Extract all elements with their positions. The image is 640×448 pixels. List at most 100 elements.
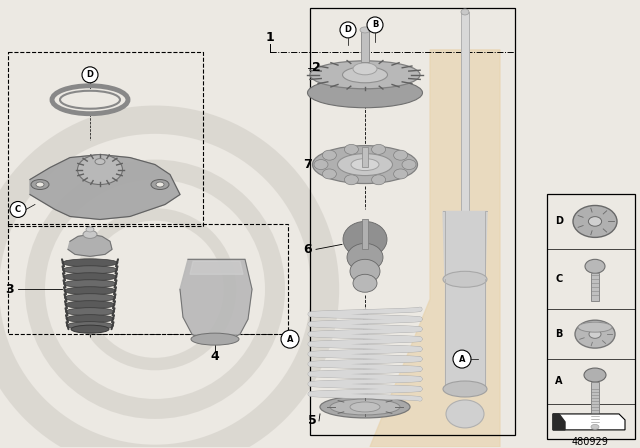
- Circle shape: [340, 22, 356, 38]
- Ellipse shape: [310, 61, 420, 89]
- Circle shape: [281, 330, 299, 348]
- Ellipse shape: [151, 180, 169, 190]
- Polygon shape: [370, 50, 500, 447]
- Ellipse shape: [63, 273, 117, 281]
- Circle shape: [10, 202, 26, 217]
- Ellipse shape: [573, 206, 617, 237]
- Text: A: A: [555, 376, 563, 386]
- Ellipse shape: [323, 150, 337, 160]
- Ellipse shape: [343, 221, 387, 257]
- Ellipse shape: [446, 400, 484, 428]
- Ellipse shape: [36, 182, 44, 187]
- Polygon shape: [443, 211, 487, 279]
- Text: 7: 7: [303, 158, 312, 171]
- Ellipse shape: [591, 424, 599, 429]
- Ellipse shape: [353, 274, 377, 292]
- Ellipse shape: [351, 159, 379, 171]
- Ellipse shape: [372, 175, 385, 185]
- Polygon shape: [68, 234, 112, 256]
- Polygon shape: [553, 414, 565, 430]
- Text: 1: 1: [266, 31, 275, 44]
- Ellipse shape: [330, 399, 400, 415]
- Ellipse shape: [63, 280, 116, 288]
- Ellipse shape: [86, 227, 94, 232]
- Ellipse shape: [360, 27, 370, 33]
- Text: 480929: 480929: [572, 437, 609, 447]
- Bar: [362, 220, 368, 250]
- Polygon shape: [190, 261, 243, 274]
- Ellipse shape: [323, 169, 337, 179]
- Ellipse shape: [353, 63, 377, 75]
- Ellipse shape: [77, 155, 122, 185]
- Text: 3: 3: [6, 283, 14, 296]
- Ellipse shape: [344, 144, 358, 155]
- Polygon shape: [445, 279, 485, 389]
- Ellipse shape: [65, 301, 115, 309]
- Ellipse shape: [314, 159, 328, 169]
- Ellipse shape: [344, 175, 358, 185]
- Text: B: B: [555, 329, 563, 339]
- Ellipse shape: [443, 271, 487, 287]
- Ellipse shape: [67, 322, 113, 330]
- Ellipse shape: [350, 402, 380, 412]
- Ellipse shape: [95, 159, 105, 164]
- Ellipse shape: [63, 266, 118, 274]
- Ellipse shape: [66, 314, 114, 323]
- Ellipse shape: [578, 322, 612, 332]
- Ellipse shape: [342, 67, 387, 83]
- Text: D: D: [344, 26, 351, 34]
- Bar: [547, 194, 635, 439]
- Ellipse shape: [575, 320, 615, 348]
- Text: A: A: [287, 335, 293, 344]
- Ellipse shape: [71, 325, 109, 333]
- Bar: [591, 273, 599, 301]
- Bar: [461, 12, 469, 211]
- Ellipse shape: [65, 308, 115, 316]
- Polygon shape: [553, 414, 625, 430]
- Circle shape: [82, 67, 98, 83]
- Ellipse shape: [312, 146, 417, 184]
- Ellipse shape: [443, 381, 487, 397]
- Text: B: B: [372, 21, 378, 30]
- Ellipse shape: [320, 396, 410, 418]
- Ellipse shape: [191, 333, 239, 345]
- Ellipse shape: [394, 150, 408, 160]
- Ellipse shape: [589, 330, 601, 338]
- Text: D: D: [555, 216, 563, 226]
- Circle shape: [453, 350, 471, 368]
- Text: 6: 6: [304, 243, 312, 256]
- Ellipse shape: [461, 9, 469, 15]
- Bar: [310, 8, 515, 435]
- Ellipse shape: [402, 159, 416, 169]
- Bar: [363, 309, 367, 401]
- Ellipse shape: [394, 169, 408, 179]
- Ellipse shape: [588, 217, 602, 226]
- Ellipse shape: [307, 78, 422, 108]
- Bar: [361, 30, 369, 62]
- Text: C: C: [555, 274, 563, 284]
- Ellipse shape: [584, 368, 606, 382]
- Circle shape: [367, 17, 383, 33]
- Ellipse shape: [347, 243, 383, 271]
- Bar: [8, 52, 203, 226]
- Ellipse shape: [31, 180, 49, 190]
- Text: 4: 4: [211, 349, 220, 362]
- Text: C: C: [15, 205, 21, 214]
- Ellipse shape: [60, 91, 120, 109]
- Ellipse shape: [372, 144, 385, 155]
- Ellipse shape: [83, 230, 97, 238]
- Text: A: A: [459, 354, 465, 364]
- Ellipse shape: [350, 259, 380, 283]
- Text: 2: 2: [312, 61, 321, 74]
- Text: 5: 5: [308, 414, 316, 427]
- Polygon shape: [180, 259, 252, 341]
- Ellipse shape: [585, 259, 605, 273]
- Ellipse shape: [337, 154, 392, 176]
- Bar: [362, 146, 368, 167]
- Ellipse shape: [65, 294, 115, 302]
- Ellipse shape: [62, 259, 118, 267]
- Text: D: D: [86, 70, 93, 79]
- Bar: [591, 382, 599, 427]
- Polygon shape: [30, 155, 180, 220]
- Ellipse shape: [64, 287, 116, 295]
